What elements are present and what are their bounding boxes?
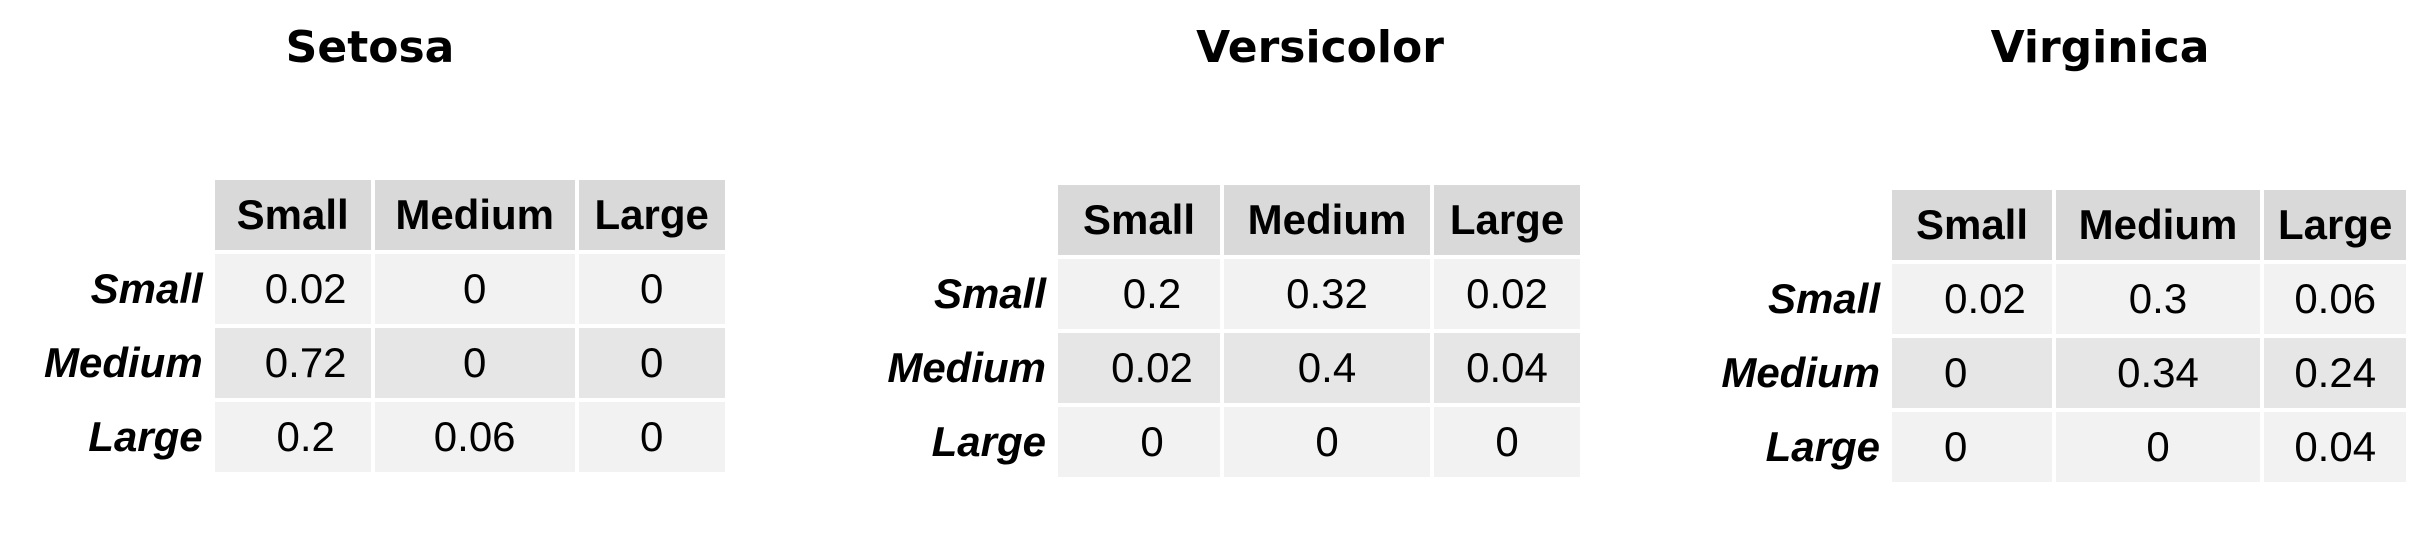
- table-cell: 0: [2056, 412, 2260, 482]
- column-header: Large: [2264, 190, 2407, 260]
- table-cell: 0.3: [2056, 264, 2260, 334]
- row-header: Small: [933, 270, 1046, 317]
- panel-title: Setosa: [285, 22, 455, 73]
- column-header: Medium: [1224, 185, 1430, 255]
- corner-cell: [1704, 190, 1888, 260]
- column-header: Small: [1058, 185, 1220, 255]
- table-cell: 0.2: [1058, 259, 1220, 329]
- table-row: Large 0 0 0: [866, 407, 1580, 477]
- column-header: Medium: [374, 180, 575, 250]
- column-header: Small: [1892, 190, 2052, 260]
- column-header: Large: [578, 180, 725, 250]
- table-row: Small 0.02 0.3 0.06: [1704, 264, 2407, 334]
- table-cell: 0.02: [1892, 264, 2052, 334]
- table-cell: 0: [1058, 407, 1220, 477]
- table-cell: 0: [578, 402, 725, 472]
- table-cell: 0.72: [214, 328, 371, 398]
- table-cell: 0.02: [1434, 259, 1580, 329]
- table-cell: 0: [578, 254, 725, 324]
- column-header: Medium: [2056, 190, 2260, 260]
- table-cell: 0.02: [214, 254, 371, 324]
- column-header: Large: [1434, 185, 1580, 255]
- table-cell: 0: [578, 328, 725, 398]
- row-header: Medium: [887, 344, 1046, 391]
- table-panel-setosa: Setosa Small Medium Large Small 0.02 0 0…: [0, 0, 760, 548]
- table-cell: 0: [1224, 407, 1430, 477]
- row-header: Large: [1765, 423, 1880, 470]
- row-header: Medium: [1721, 349, 1880, 396]
- table-cell: 0: [374, 328, 575, 398]
- table-cell: 0.04: [2264, 412, 2407, 482]
- panel-title: Virginica: [1990, 22, 2210, 73]
- contingency-table: Small Medium Large Small 0.02 0.3 0.06 M…: [1700, 186, 2410, 486]
- table-cell: 0.24: [2264, 338, 2407, 408]
- row-header: Large: [88, 413, 203, 460]
- table-cell: 0: [1892, 412, 2052, 482]
- table-cell: 0.06: [374, 402, 575, 472]
- table-row: Medium 0.72 0 0: [44, 328, 725, 398]
- table-cell: 0: [1434, 407, 1580, 477]
- contingency-table: Small Medium Large Small 0.2 0.32 0.02 M…: [862, 181, 1584, 481]
- table-cell: 0.2: [214, 402, 371, 472]
- contingency-table: Small Medium Large Small 0.02 0 0 Medium…: [40, 176, 729, 476]
- panel-title: Versicolor: [1196, 22, 1444, 73]
- row-header: Large: [931, 418, 1046, 465]
- row-header: Small: [90, 265, 203, 312]
- column-header: Small: [214, 180, 371, 250]
- table-cell: 0: [1892, 338, 2052, 408]
- table-row: Large 0 0 0.04: [1704, 412, 2407, 482]
- table-cell: 0.4: [1224, 333, 1430, 403]
- row-header: Small: [1767, 275, 1880, 322]
- table-cell: 0.06: [2264, 264, 2407, 334]
- table-cell: 0.34: [2056, 338, 2260, 408]
- table-cell: 0.02: [1058, 333, 1220, 403]
- table-row: Medium 0.02 0.4 0.04: [866, 333, 1580, 403]
- row-header: Medium: [44, 339, 203, 386]
- table-cell: 0.04: [1434, 333, 1580, 403]
- table-row: Small 0.2 0.32 0.02: [866, 259, 1580, 329]
- table-cell: 0.32: [1224, 259, 1430, 329]
- table-cell: 0: [374, 254, 575, 324]
- table-row: Small 0.02 0 0: [44, 254, 725, 324]
- table-row: Large 0.2 0.06 0: [44, 402, 725, 472]
- table-row: Medium 0 0.34 0.24: [1704, 338, 2407, 408]
